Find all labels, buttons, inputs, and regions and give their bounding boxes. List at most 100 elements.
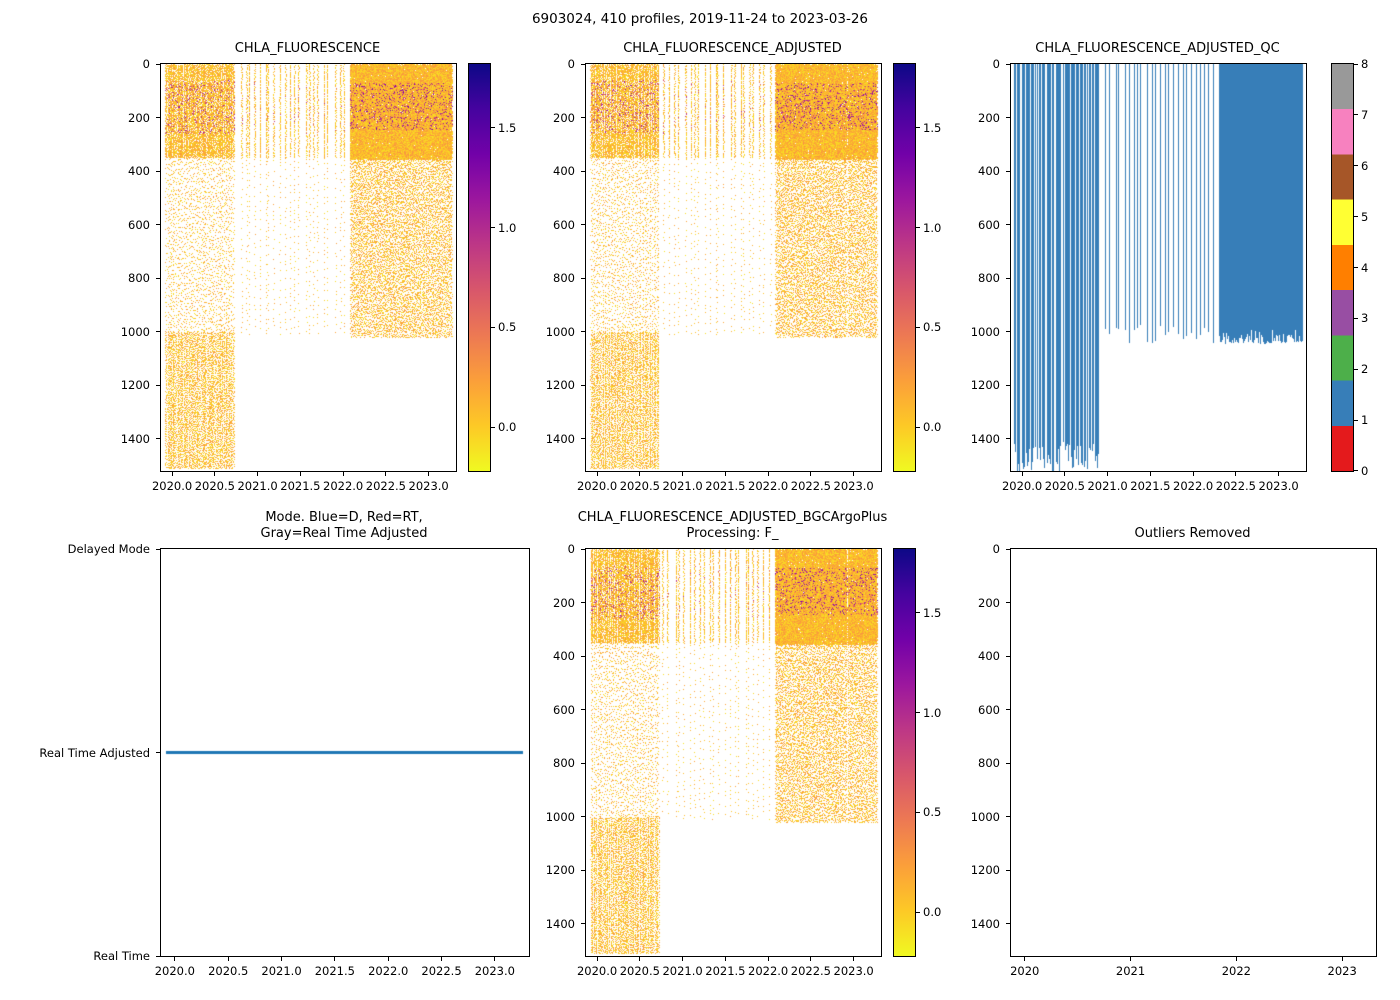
y-tick-label: 400 [553,164,575,179]
y-tick-label: 600 [553,217,575,232]
category-label: Delayed Mode [67,542,150,556]
colorbar-chla-fluorescence-adjusted-qc [1331,63,1354,472]
y-tick-mark [156,277,160,279]
y-tick-mark [1006,709,1010,711]
y-tick-label: 200 [553,595,575,610]
y-tick-mark [1006,224,1010,226]
y-tick-label: 1000 [545,324,575,339]
y-tick-mark [156,117,160,119]
x-tick-label: 2020.0 [1001,479,1043,493]
y-tick-label: 200 [128,110,150,125]
x-tick-label: 2020.5 [208,964,249,978]
x-tick-mark [682,472,684,476]
colorbar-tick-label: 1.0 [498,220,517,235]
x-tick-mark [428,472,430,476]
y-tick-mark [156,170,160,172]
x-tick-label: 2020 [1010,964,1040,978]
x-tick-label: 2022.5 [365,479,406,493]
y-tick-mark [1006,602,1010,604]
colorbar-tick-label: 1 [1361,413,1369,428]
x-tick-mark [724,472,726,476]
colorbar-tick-mark [916,811,920,813]
y-tick-mark [1006,923,1010,925]
y-tick-mark [581,923,585,925]
figure-title: 6903024, 410 profiles, 2019-11-24 to 202… [531,11,869,27]
colorbar-tick-label: 8 [1361,57,1369,71]
y-tick-label: 0 [567,57,575,71]
x-tick-mark [724,957,726,961]
x-tick-mark [342,472,344,476]
y-tick-label: 1200 [545,378,575,393]
colorbar-tick-label: 0.5 [498,320,517,335]
x-tick-label: 2021.0 [1087,479,1128,493]
colorbar-tick-label: 6 [1361,158,1369,173]
chla-fluorescence-adjusted-qc-plot-canvas [1011,64,1306,471]
colorbar-tick-mark [1354,165,1358,167]
y-tick-label: 200 [553,110,575,125]
y-tick-label: 1000 [545,809,575,824]
y-tick-mark [156,63,160,65]
x-tick-mark [767,957,769,961]
y-tick-label: 600 [978,702,1000,717]
colorbar-tick-label: 1.5 [498,120,517,135]
x-tick-mark [494,957,496,961]
x-tick-mark [171,472,173,476]
y-tick-mark [156,752,160,753]
x-tick-mark [214,472,216,476]
colorbar-tick-label: 0.5 [923,805,942,820]
y-tick-mark [156,331,160,333]
colorbar-tick-mark [1354,114,1358,116]
y-tick-mark [581,816,585,818]
y-tick-label: 800 [978,271,1000,286]
x-tick-label: 2021.5 [280,479,321,493]
colorbar-tick-label: 1.0 [923,220,942,235]
y-tick-label: 600 [553,702,575,717]
y-tick-label: 1400 [545,916,575,931]
x-tick-label: 2020.5 [1044,479,1085,493]
y-tick-mark [156,955,160,957]
subplot-title-chla-fluorescence: CHLA_FLUORESCENCE [234,41,381,56]
x-tick-mark [281,957,283,961]
colorbar-tick-mark [1354,469,1358,471]
y-tick-mark [581,224,585,226]
mode-plot-canvas [161,549,529,956]
y-tick-label: 0 [992,57,1000,71]
x-tick-label: 2023.0 [1258,479,1299,493]
x-tick-label: 2022.5 [790,964,831,978]
subplot-title-chla-fluorescence-adjusted-qc: CHLA_FLUORESCENCE_ADJUSTED_QC [1035,41,1280,56]
y-tick-mark [1006,869,1010,871]
colorbar-chla-fluorescence-adjusted-bgcargoplus [893,548,916,957]
x-tick-mark [810,957,812,961]
x-tick-label: 2021.0 [261,964,302,978]
colorbar-tick-mark [1354,368,1358,370]
colorbar-tick-mark [1354,267,1358,268]
x-tick-mark [387,957,389,961]
colorbar-tick-mark [491,227,495,229]
x-tick-label: 2020.0 [154,964,195,978]
colorbar-tick-label: 0.0 [498,420,517,435]
colorbar-chla-fluorescence [468,63,491,472]
x-tick-label: 2020.0 [151,479,193,493]
x-tick-mark [1278,472,1280,476]
y-tick-mark [1006,331,1010,333]
colorbar-tick-label: 0.0 [923,905,942,920]
y-tick-mark [156,224,160,226]
y-tick-mark [1006,438,1010,440]
x-tick-label: 2021.0 [662,479,703,493]
y-tick-mark [1006,170,1010,172]
y-tick-mark [581,548,585,550]
colorbar-tick-mark [491,127,495,129]
y-tick-mark [581,331,585,333]
axes-chla-fluorescence-adjusted-bgcargoplus [585,548,882,957]
x-tick-mark [767,472,769,476]
x-tick-mark [810,472,812,476]
x-tick-mark [1192,472,1194,476]
x-tick-mark [257,472,259,476]
y-tick-mark [1006,548,1010,550]
colorbar-tick-label: 5 [1361,209,1369,224]
y-tick-label: 800 [128,271,150,286]
y-tick-mark [156,548,160,550]
colorbar-tick-mark [916,612,920,614]
outliers-removed-plot-canvas [1011,549,1376,956]
x-tick-label: 2022.0 [1173,479,1214,493]
